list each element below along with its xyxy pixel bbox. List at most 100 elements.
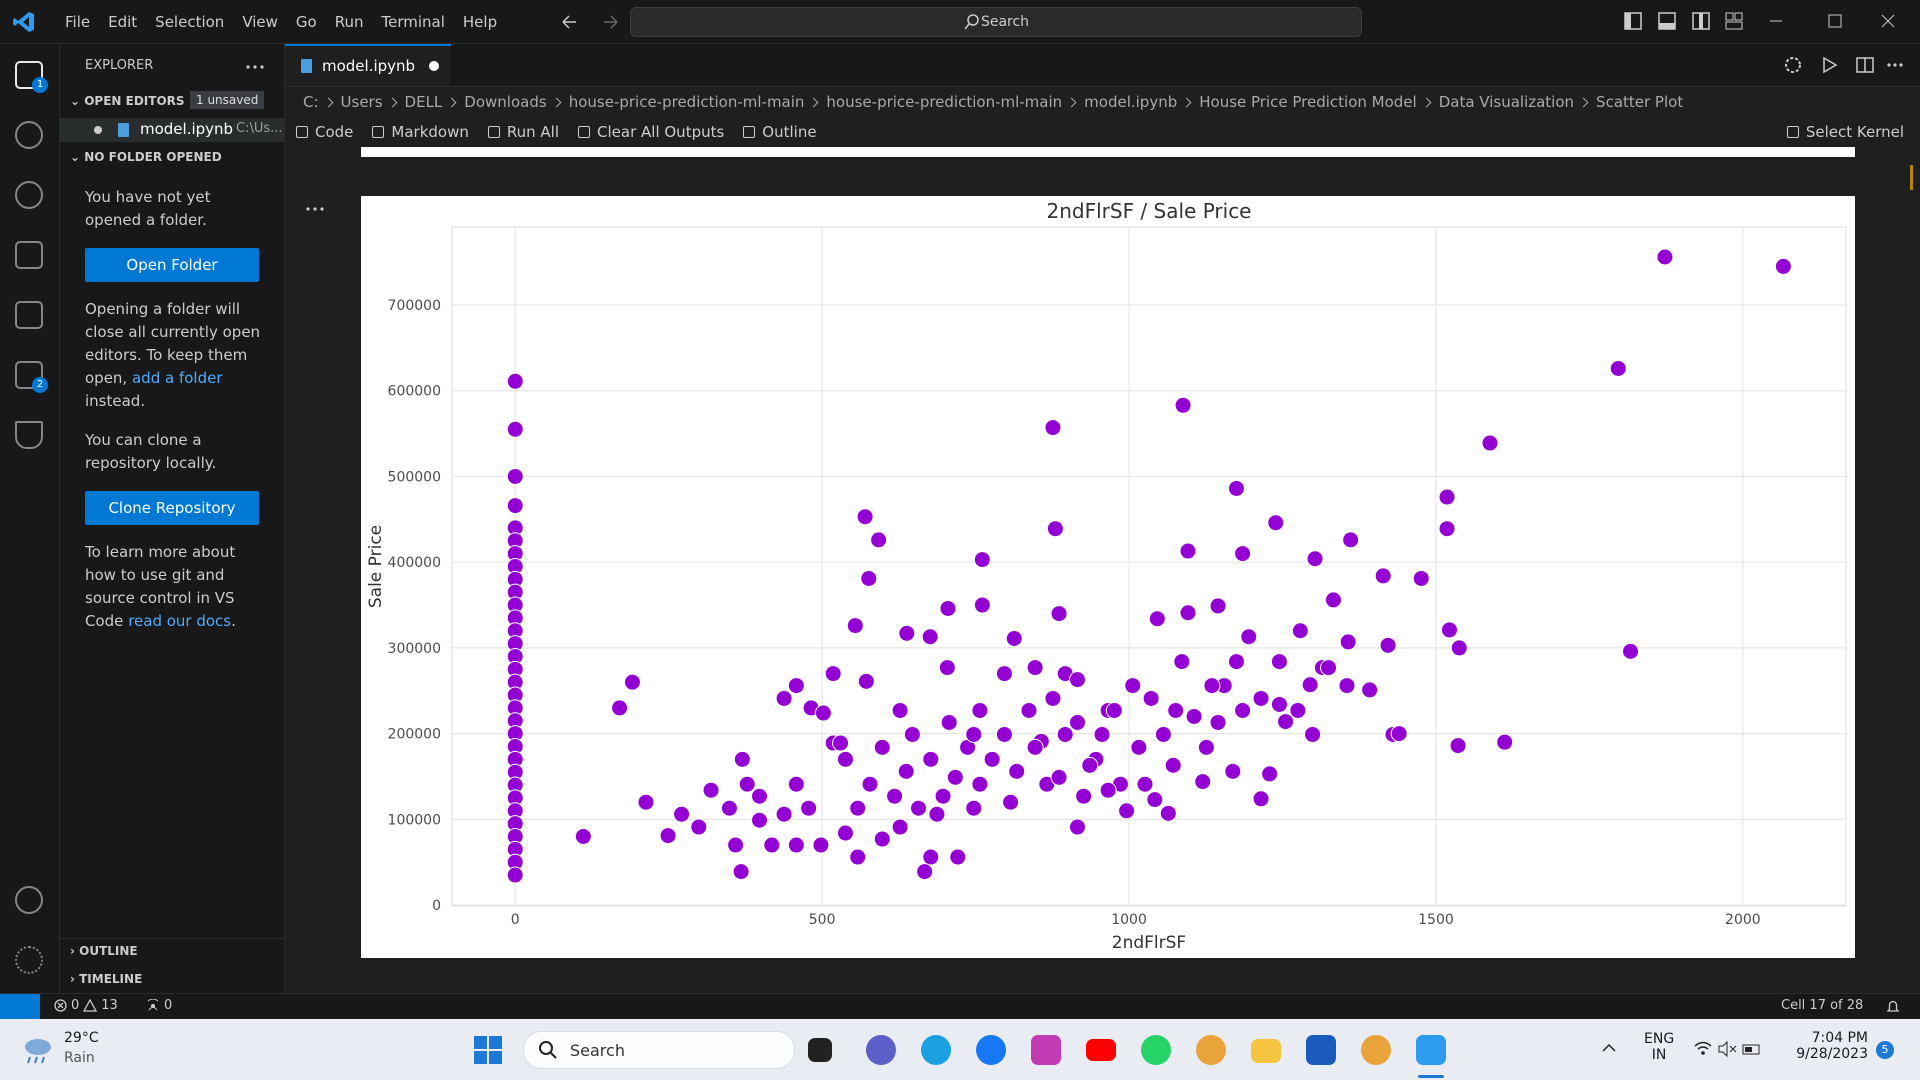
taskbar-search[interactable]: Search (523, 1031, 795, 1069)
menu-item[interactable]: Selection (155, 12, 225, 31)
data-point (1185, 707, 1203, 725)
clone-button[interactable]: Clone Repository (85, 491, 259, 525)
ports[interactable]: 0 (146, 998, 172, 1013)
remote-icon[interactable] (15, 301, 43, 329)
system-tray[interactable] (1693, 1039, 1763, 1059)
menu-item[interactable]: Run (334, 12, 364, 31)
explorer-icon[interactable] (15, 61, 43, 89)
task-view[interactable] (808, 1038, 832, 1062)
data-point (1412, 569, 1430, 587)
breadcrumb-item[interactable]: House Price Prediction Model (1199, 93, 1417, 111)
accounts-icon[interactable] (15, 886, 43, 914)
section-header[interactable]: › TIMELINE (70, 972, 143, 986)
settings-icon[interactable] (15, 946, 43, 974)
tray-expand[interactable] (1602, 1043, 1616, 1053)
kernel-label: Select Kernel (1805, 123, 1904, 141)
open-folder-button[interactable]: Open Folder (85, 248, 259, 282)
problems[interactable]: 0 13 (54, 998, 118, 1013)
command-search[interactable]: Search (630, 7, 1362, 37)
app-chrome[interactable] (1196, 1035, 1226, 1065)
data-point (1361, 681, 1379, 699)
app-teams[interactable] (866, 1035, 896, 1065)
menu-item[interactable]: File (65, 12, 91, 31)
toolbar-button[interactable]: Clear All Outputs (578, 123, 724, 141)
app-files[interactable] (1251, 1039, 1281, 1063)
data-point (897, 762, 915, 780)
app-word[interactable] (1306, 1035, 1336, 1065)
warning-count: 13 (101, 998, 118, 1013)
x-tick-label: 0 (511, 912, 520, 928)
link[interactable]: read our docs (128, 612, 232, 630)
editor-tab[interactable]: model.ipynb (285, 44, 451, 86)
menu-item[interactable]: View (242, 12, 278, 31)
open-editor-row[interactable]: model.ipynb C:\Us... (60, 118, 284, 142)
file-path: C:\Us... (236, 121, 283, 136)
source-control-icon[interactable] (15, 181, 43, 209)
clock[interactable]: 7:04 PM 9/28/2023 (1790, 1030, 1868, 1062)
breadcrumb-item[interactable]: house-price-prediction-ml-main (826, 93, 1063, 111)
app-store[interactable] (1031, 1035, 1061, 1065)
breadcrumb-item[interactable]: Users (340, 93, 383, 111)
kernel-picker[interactable]: Select Kernel (1786, 118, 1904, 146)
editor-actions[interactable] (1781, 54, 1911, 76)
testing-icon[interactable] (15, 421, 43, 449)
app-edge[interactable] (921, 1035, 951, 1065)
menu-item[interactable]: Edit (108, 12, 138, 31)
breadcrumb-item[interactable]: C: (303, 93, 319, 111)
breadcrumb-item[interactable]: Downloads (464, 93, 547, 111)
section-header[interactable]: ⌄ OPEN EDITORS (70, 94, 185, 108)
toolbar-button[interactable]: Markdown (372, 123, 469, 141)
window-controls[interactable] (1620, 10, 1920, 34)
app-vscode[interactable] (1416, 1035, 1446, 1065)
data-point (1081, 756, 1099, 774)
app-youtube[interactable] (1086, 1039, 1116, 1061)
data-point (1289, 701, 1307, 719)
section-header[interactable]: ⌄ NO FOLDER OPENED (70, 150, 222, 164)
search-icon[interactable] (15, 121, 43, 149)
language[interactable]: ENG IN (1644, 1031, 1674, 1063)
data-point (1291, 622, 1309, 640)
toolbar-icon (372, 126, 385, 138)
data-point (1609, 359, 1627, 377)
menu-item[interactable]: Go (295, 12, 317, 31)
toolbar-button[interactable]: Outline (743, 123, 817, 141)
cell-indicator[interactable]: Cell 17 of 28 (1781, 998, 1864, 1013)
data-point (849, 799, 867, 817)
more-actions[interactable] (245, 64, 265, 70)
menu-item[interactable]: Terminal (381, 12, 445, 31)
toolbar-button[interactable]: Code (296, 123, 353, 141)
notification-badge[interactable]: 5 (1876, 1041, 1894, 1059)
data-point (928, 805, 946, 823)
remote-indicator[interactable] (0, 994, 40, 1020)
link[interactable]: add a folder (131, 369, 223, 387)
toolbar-button[interactable]: Run All (487, 123, 559, 141)
data-point (1130, 738, 1148, 756)
data-point (1261, 765, 1279, 783)
extensions-icon[interactable] (15, 361, 43, 389)
app-whatsapp[interactable] (1141, 1035, 1171, 1065)
title-bar: File Edit Selection View Go Run Terminal Help S… (0, 0, 1920, 44)
breadcrumb-item[interactable]: house-price-prediction-ml-main (568, 93, 805, 111)
run-debug-icon[interactable] (15, 241, 43, 269)
data-point (1046, 520, 1064, 538)
nav-arrows[interactable] (560, 12, 620, 32)
breadcrumb-item[interactable]: model.ipynb (1084, 93, 1178, 111)
data-point (922, 848, 940, 866)
data-point (1338, 677, 1356, 695)
breadcrumb-item[interactable]: DELL (404, 93, 443, 111)
app-facebook[interactable] (976, 1035, 1006, 1065)
section-header[interactable]: › OUTLINE (70, 944, 138, 958)
data-point (1496, 733, 1514, 751)
data-point (1068, 713, 1086, 731)
menu-item[interactable]: Help (462, 12, 498, 31)
cell-output-menu[interactable] (305, 206, 325, 212)
app-chrome[interactable] (1361, 1035, 1391, 1065)
data-point (873, 830, 891, 848)
data-point (1146, 791, 1164, 809)
breadcrumb-item[interactable]: Data Visualization (1438, 93, 1575, 111)
scroll-marker (1910, 165, 1913, 190)
breadcrumb-item[interactable]: Scatter Plot (1596, 93, 1684, 111)
data-point (873, 738, 891, 756)
notifications-icon[interactable] (1885, 999, 1901, 1015)
start-button[interactable] (474, 1036, 502, 1064)
